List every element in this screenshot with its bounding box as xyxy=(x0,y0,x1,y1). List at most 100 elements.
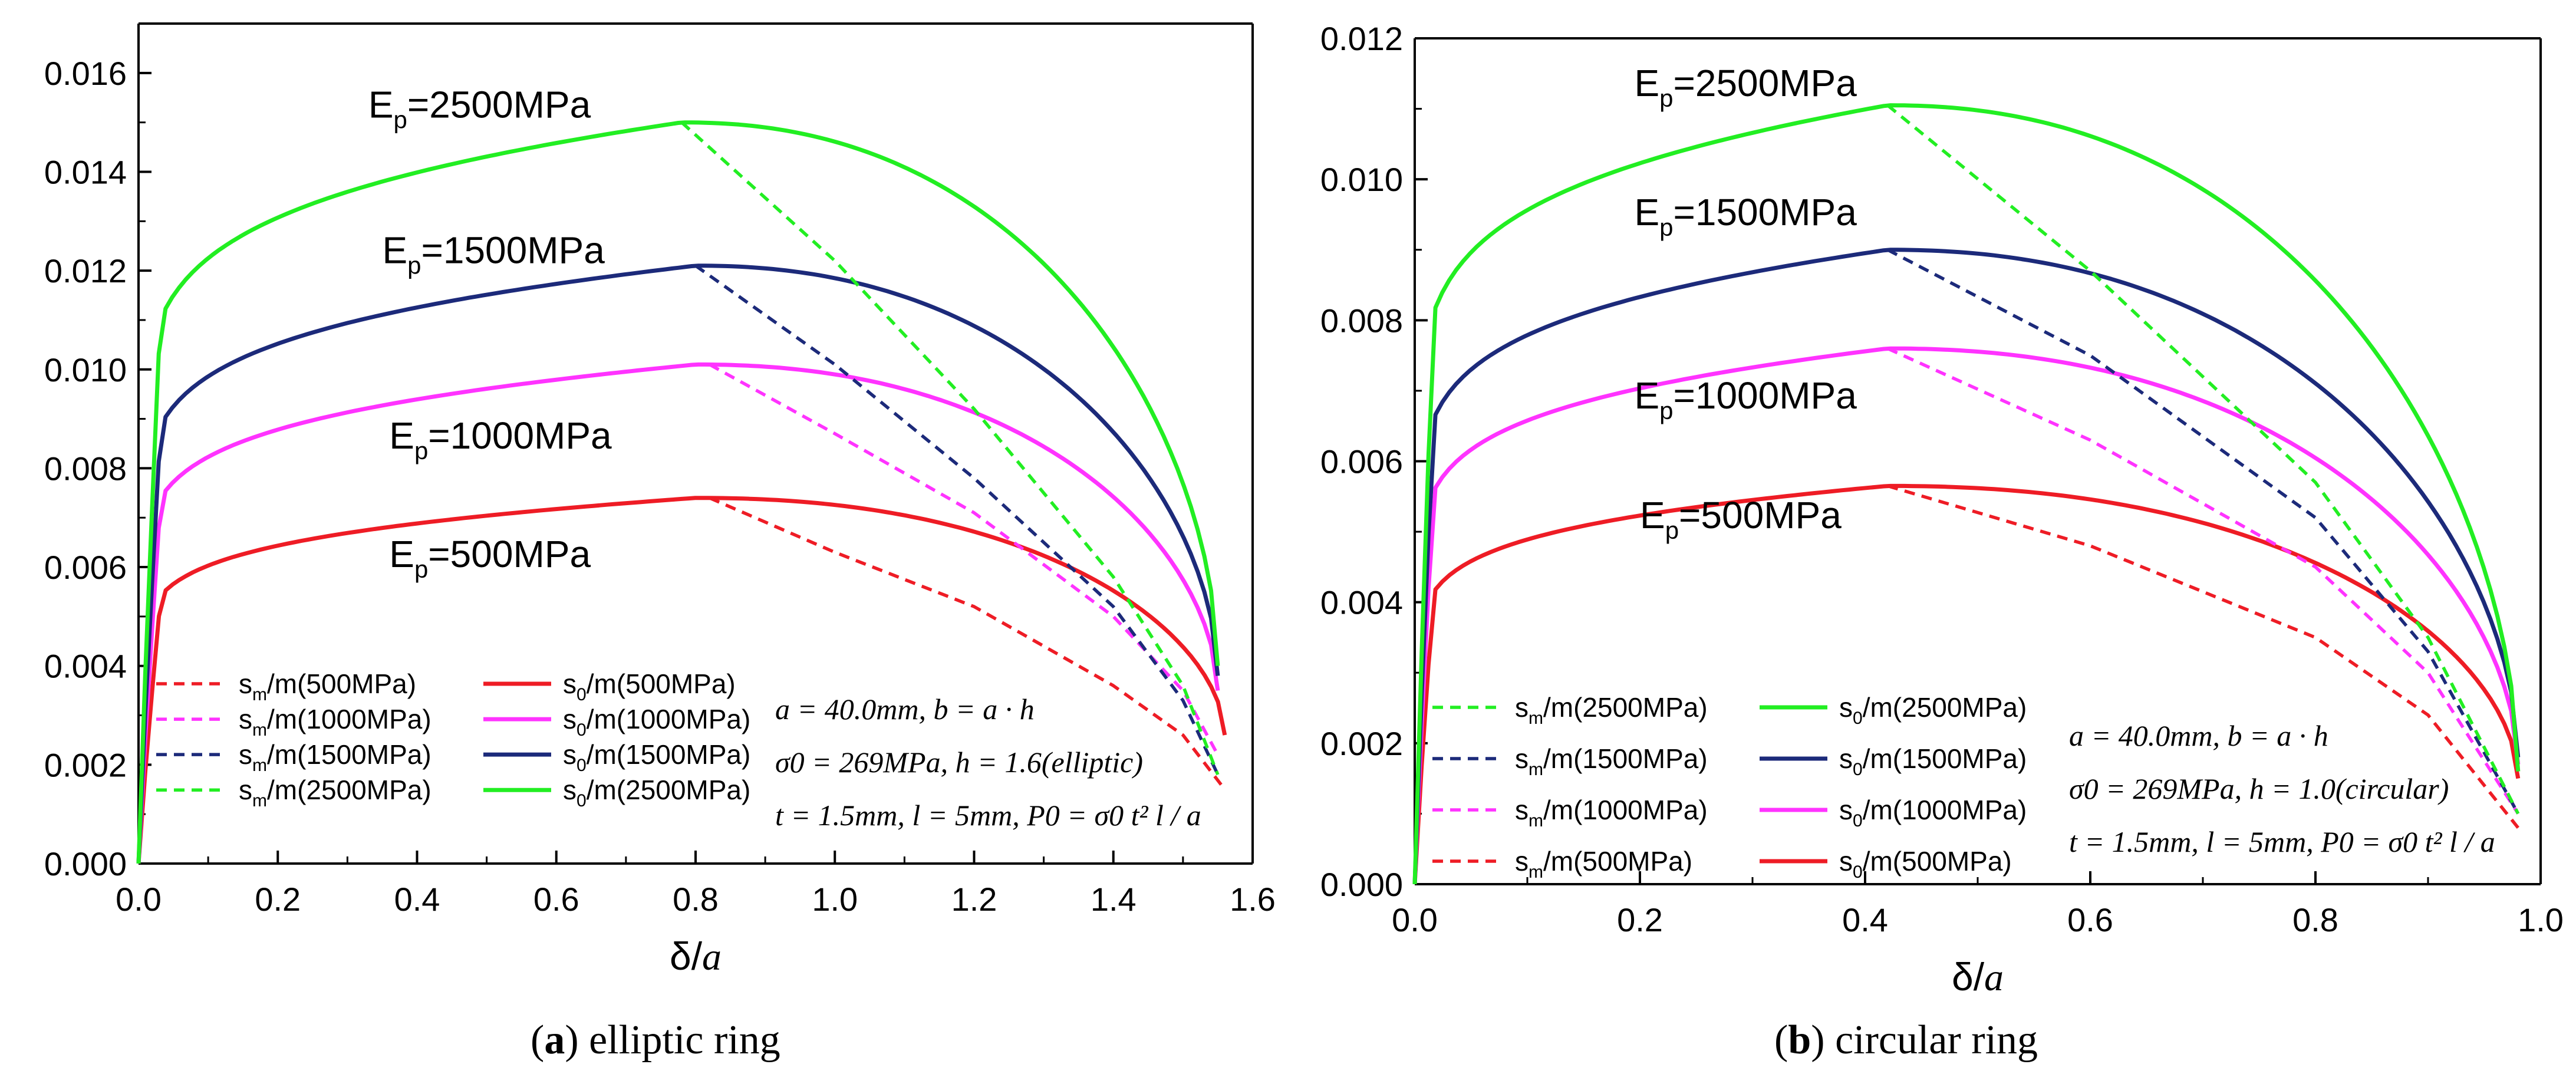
chart2-legend-solid-label-1500: s0/m(1500MPa) xyxy=(1839,743,2027,779)
chart1-legend-rest: /m(2500MPa) xyxy=(587,775,751,805)
chart1-x-axis-label-delta: δ/ xyxy=(670,934,703,978)
chart2-y-tick-label: 0.000 xyxy=(1320,866,1403,903)
chart2-series-solid-500mpa xyxy=(1412,483,2521,885)
chart2-curve-label-3: Ep=500MPa xyxy=(1640,494,1842,544)
chart2-series-dashed-1500mpa xyxy=(1886,248,2520,815)
chart2-legend-rest: /m(500MPa) xyxy=(1863,846,2012,877)
chart1-series-dashed-2500mpa xyxy=(680,121,1220,776)
chart1-legend-rest: /m(1500MPa) xyxy=(267,739,431,770)
chart2-x-tick-label: 0.8 xyxy=(2292,901,2338,938)
chart2-legend-rest: /m(1000MPa) xyxy=(1543,795,1708,825)
chart2-legend-s: s xyxy=(1515,743,1529,774)
caption-b-letter: b xyxy=(1788,1017,1811,1063)
chart2-legend-sub: 0 xyxy=(1853,811,1863,831)
chart2-legend-sub: m xyxy=(1529,709,1543,728)
chart1-legend-s: s xyxy=(239,739,252,770)
chart1-legend-sub: m xyxy=(252,756,267,775)
chart1-legend-rest: /m(500MPa) xyxy=(267,668,416,699)
chart1-legend-rest: /m(2500MPa) xyxy=(267,775,431,805)
chart2-legend-s: s xyxy=(1515,795,1529,825)
chart2-legend-rest: /m(2500MPa) xyxy=(1543,692,1708,723)
chart2-curve-label-sub: p xyxy=(1665,516,1679,544)
chart2-curve-label-value: =1500MPa xyxy=(1673,191,1857,233)
chart1-y-tick-label: 0.014 xyxy=(44,153,127,190)
chart1-curve-label-value: =1000MPa xyxy=(428,414,612,457)
chart1-legend-dashed-label-500: sm/m(500MPa) xyxy=(239,668,416,704)
chart-circular-ring: 0.0 0.2 0.4 0.6 0.8 1.0 0.000 0.002 0.004 0.006 0.… xyxy=(1320,20,2564,999)
chart1-x-tick-label: 0.2 xyxy=(255,881,301,918)
chart2-legend-s: s xyxy=(1839,692,1853,723)
chart2-series-solid-1000mpa xyxy=(1412,346,2521,885)
chart1-curve-label-e: E xyxy=(368,83,394,126)
chart1-legend-sub: 0 xyxy=(577,791,587,810)
chart2-legend-sub: 0 xyxy=(1853,862,1863,882)
chart1-legend-sub: 0 xyxy=(577,756,587,775)
chart2-x-tick-label: 0.0 xyxy=(1392,901,1438,938)
caption-a-letter: a xyxy=(544,1017,565,1063)
chart1-curve-label-sub: p xyxy=(394,106,407,133)
chart1-legend-dashed-label-1500: sm/m(1500MPa) xyxy=(239,739,431,775)
chart2-y-tick-label: 0.010 xyxy=(1320,161,1403,198)
chart1-legend-rest: /m(500MPa) xyxy=(587,668,736,699)
chart1-x-tick-label: 0.4 xyxy=(394,881,440,918)
chart2-curve-label-1: Ep=1500MPa xyxy=(1634,191,1857,241)
chart2-legend-dashed-label-1000: sm/m(1000MPa) xyxy=(1515,795,1708,831)
chart1-curve-label-1: Ep=1500MPa xyxy=(382,229,605,279)
chart2-series-solid-2500mpa xyxy=(1412,103,2521,885)
chart1-series-solid-2500mpa xyxy=(136,120,1220,864)
chart2-y-tick-label: 0.012 xyxy=(1320,20,1403,57)
chart1-series-dashed-1000mpa xyxy=(709,363,1220,756)
chart1-annotation-2: t = 1.5mm, l = 5mm, P0 = σ0 t² l / a xyxy=(775,799,1201,832)
chart1-legend-solid-label-1500: s0/m(1500MPa) xyxy=(563,739,750,775)
chart1-legend-solid-label-500: s0/m(500MPa) xyxy=(563,668,736,704)
chart2-legend-solid-label-1000: s0/m(1000MPa) xyxy=(1839,795,2027,831)
chart1-y-tick-label: 0.000 xyxy=(44,845,127,882)
chart2-legend-rest: /m(1500MPa) xyxy=(1543,743,1708,774)
chart1-legend-rest: /m(1000MPa) xyxy=(267,704,431,734)
chart2-x-tick-label: 0.6 xyxy=(2067,901,2113,938)
chart1-x-tick-label: 0.8 xyxy=(673,881,719,918)
chart2-legend-sub: m xyxy=(1529,811,1543,831)
chart1-curve-label-sub: p xyxy=(414,437,428,464)
chart2-x-tick-label: 0.2 xyxy=(1617,901,1663,938)
chart1-x-tick-label: 1.4 xyxy=(1091,881,1137,918)
chart1-y-tick-label: 0.016 xyxy=(44,55,127,92)
chart1-legend-rest: /m(1000MPa) xyxy=(587,704,751,734)
chart1-x-axis-label: δ/a xyxy=(670,934,722,978)
chart1-series-solid-1500mpa xyxy=(136,263,1220,864)
chart1-x-tick-label: 1.0 xyxy=(812,881,858,918)
chart1-legend-s: s xyxy=(563,704,577,734)
chart2-curve-label-value: =500MPa xyxy=(1679,494,1842,536)
chart1-y-tick-label: 0.006 xyxy=(44,549,127,586)
chart2-legend-s: s xyxy=(1515,846,1529,877)
caption-a-text: elliptic ring xyxy=(589,1017,780,1063)
chart1-legend-s: s xyxy=(239,704,252,734)
chart2-y-tick-label: 0.006 xyxy=(1320,443,1403,480)
chart2-x-tick-label: 1.0 xyxy=(2518,901,2564,938)
chart1-legend-dashed-label-1000: sm/m(1000MPa) xyxy=(239,704,431,740)
chart1-y-tick-label: 0.002 xyxy=(44,746,127,783)
chart2-legend-s: s xyxy=(1839,846,1853,877)
chart1-legend-solid-label-1000: s0/m(1000MPa) xyxy=(563,704,750,740)
chart2-curve-label-e: E xyxy=(1640,494,1665,536)
caption-b: (b) circular ring xyxy=(1774,1017,2038,1063)
chart2-legend-solid-label-2500: s0/m(2500MPa) xyxy=(1839,692,2027,728)
chart2-series-dashed-2500mpa xyxy=(1886,104,2520,815)
chart2-curve-label-sub: p xyxy=(1659,397,1673,424)
chart1-y-tick-label: 0.012 xyxy=(44,252,127,289)
chart1-legend-solid-label-2500: s0/m(2500MPa) xyxy=(563,775,750,810)
chart1-series-dashed-1500mpa xyxy=(694,264,1220,776)
chart2-legend-sub: 0 xyxy=(1853,709,1863,728)
chart2-x-axis-label-delta: δ/ xyxy=(1952,955,1985,999)
chart2-y-tick-label: 0.004 xyxy=(1320,584,1403,621)
chart2-x-tick-label: 0.4 xyxy=(1842,901,1888,938)
chart2-annotation-1: σ0 = 269MPa, h = 1.0(circular) xyxy=(2069,772,2449,805)
chart1-curve-label-e: E xyxy=(382,229,407,272)
chart2-annotation-0: a = 40.0mm, b = a · h xyxy=(2069,719,2328,752)
chart2-series-dashed-1000mpa xyxy=(1887,347,2520,815)
chart2-legend-dashed-label-500: sm/m(500MPa) xyxy=(1515,846,1692,882)
chart2-curve-label-value: =1000MPa xyxy=(1673,374,1857,417)
chart1-x-tick-label: 0.6 xyxy=(533,881,579,918)
chart1-x-axis-label-a: a xyxy=(702,935,722,978)
